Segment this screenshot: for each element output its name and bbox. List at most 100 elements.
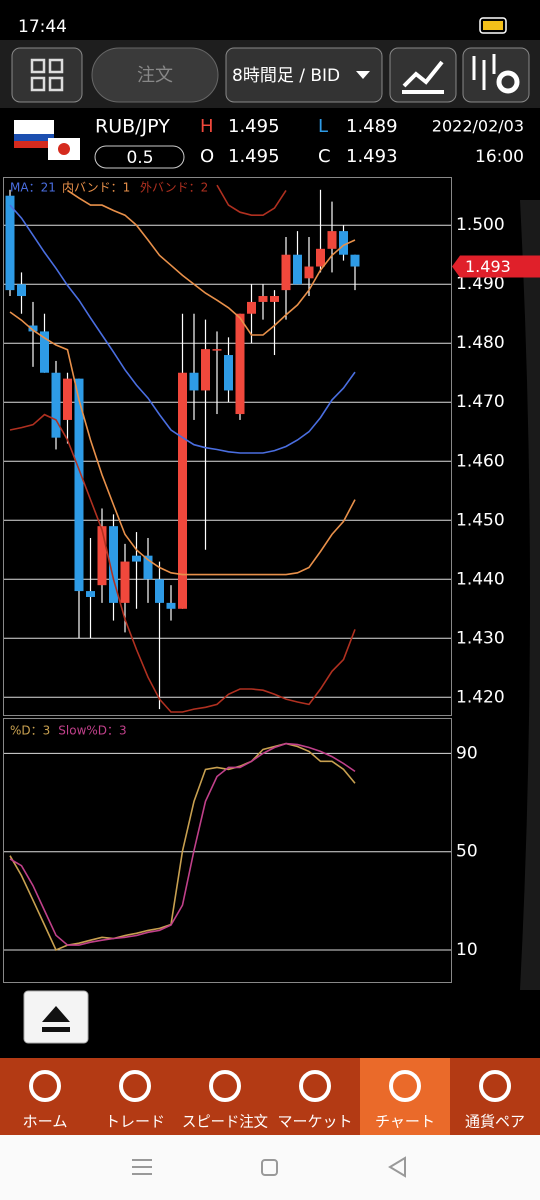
open: 1.495 (228, 146, 280, 167)
y-tick-label: 1.450 (456, 510, 505, 530)
tab-icon (479, 1070, 511, 1102)
tab-label: マーケット (278, 1113, 353, 1131)
indicator-line (9, 311, 356, 576)
candle-body (235, 313, 245, 415)
y-tick-label: 1.480 (456, 333, 505, 353)
candle-body (189, 372, 199, 391)
tab-label: チャート (375, 1113, 435, 1131)
candle-body (97, 526, 107, 586)
stoch-panel (3, 718, 452, 983)
legend-entry: Slow%D：3 (58, 724, 126, 738)
battery (479, 17, 507, 34)
order-button[interactable] (91, 47, 219, 103)
tab-icon (299, 1070, 331, 1102)
candle-body (132, 555, 141, 562)
candle-body (304, 266, 314, 279)
timeframe-select[interactable] (225, 47, 383, 103)
eject-icon (42, 1006, 70, 1032)
close-label: C (318, 146, 331, 167)
pair: RUB/JPY (95, 116, 170, 138)
tab-list: ホーム トレード スピード注文 マーケット チャート 通貨ペア (0, 1058, 540, 1135)
open-label: O (200, 146, 214, 167)
flag-ru-blue (14, 134, 54, 141)
gear-icon (496, 70, 520, 94)
grid-icon (30, 58, 64, 92)
y-tick-label: 1.470 (456, 392, 505, 412)
flag-ru-white (14, 120, 54, 134)
order-label: 注文 (137, 65, 173, 86)
legend-entry: 内バンド：1 (62, 181, 130, 195)
nav-home[interactable] (261, 1159, 278, 1176)
tab-icon (209, 1070, 241, 1102)
candle-body (212, 349, 222, 351)
y-tick-label: 1.420 (456, 687, 505, 707)
tab-icon (119, 1070, 151, 1102)
tab-label: スピード注文 (182, 1113, 268, 1131)
indicator-line (9, 742, 356, 946)
menu-button[interactable] (11, 47, 83, 103)
candle-body (293, 254, 302, 285)
legend-entry: %D：3 (10, 724, 50, 738)
candle-body (258, 296, 268, 302)
candle-body (339, 231, 348, 255)
candle-body (166, 602, 176, 609)
y-tick-label: 1.440 (456, 569, 505, 589)
candle-body (28, 325, 38, 332)
high: 1.495 (228, 116, 280, 137)
status-time: 17:44 (18, 17, 67, 37)
dropdown-arrow (356, 71, 370, 79)
candle-body (270, 296, 279, 302)
y-tick-label: 10 (456, 940, 478, 960)
price-marker-label: 1.493 (465, 257, 511, 276)
plot-layer: 1.500 1.490 1.480 1.470 1.460 1.450 1.440 1.430… (4, 181, 540, 960)
candle-body (281, 254, 291, 291)
y-tick-label: 1.490 (456, 274, 505, 294)
chart-icon (402, 60, 444, 94)
candle-body (17, 284, 26, 297)
time: 16:00 (475, 147, 524, 167)
indicator-button[interactable] (389, 47, 457, 103)
candle-body (51, 372, 61, 438)
candle-body (63, 378, 72, 420)
y-tick-label: 1.460 (456, 451, 505, 471)
candle-body (350, 254, 360, 267)
tab-icon (389, 1070, 421, 1102)
indicator-line (67, 189, 356, 336)
y-tick-label: 50 (456, 842, 478, 862)
timeframe-label: 8時間足 / BID (232, 66, 340, 86)
spread-box (94, 145, 185, 169)
candle-body (40, 331, 49, 373)
candle-body (143, 555, 153, 580)
candle-body (224, 355, 233, 391)
y-tick-label: 90 (456, 743, 478, 763)
indicator-line (216, 184, 287, 216)
candle-body (178, 372, 187, 609)
tab-label: ホーム (23, 1113, 68, 1131)
tab-label: トレード (105, 1113, 165, 1131)
close: 1.493 (346, 146, 398, 167)
candle-body (247, 301, 256, 314)
y-tick-label: 1.430 (456, 628, 505, 648)
candle-body (5, 195, 15, 291)
price-marker (452, 255, 540, 278)
nav-back[interactable] (388, 1156, 406, 1178)
edge-shade (520, 200, 540, 990)
y-tick-label: 1.500 (456, 215, 505, 235)
candle-body (86, 591, 95, 597)
high-label: H (200, 116, 214, 137)
nav-recents[interactable] (132, 1159, 152, 1175)
tab-label: 通貨ペア (465, 1113, 525, 1131)
candle-body (327, 231, 337, 249)
tab-icon (29, 1070, 61, 1102)
candle-body (155, 579, 164, 603)
battery-level (483, 21, 503, 30)
low: 1.489 (346, 116, 398, 137)
legend-entry: 外バンド：2 (140, 181, 208, 195)
low-label: L (318, 116, 328, 137)
spread: 0.5 (126, 148, 153, 168)
candle-body (109, 526, 118, 603)
indicator-line (9, 204, 356, 454)
indicator-line (9, 413, 356, 713)
candle-body (120, 561, 130, 603)
